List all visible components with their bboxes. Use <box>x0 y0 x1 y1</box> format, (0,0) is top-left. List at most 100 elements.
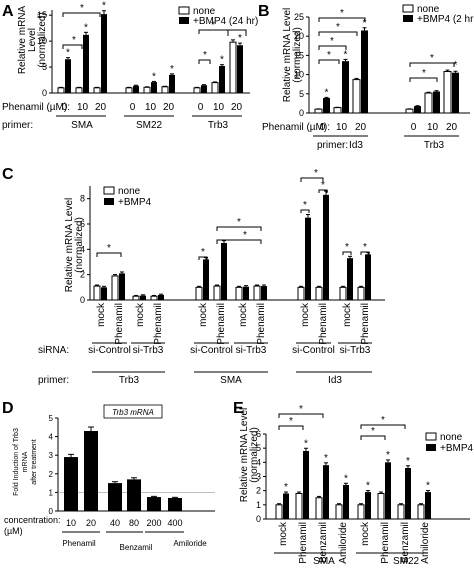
bar-none <box>211 82 219 94</box>
significance-star: * <box>330 36 334 47</box>
bar-bmp4 <box>283 493 289 519</box>
y-tick-label: 5 <box>256 443 261 453</box>
bar-bmp4 <box>323 98 330 113</box>
panel-a-group-sma: SMA <box>71 120 93 131</box>
panel-c-group-sma: SMA <box>220 375 242 386</box>
bar-none <box>357 286 365 301</box>
panel-e-ylabel-2: (normalized) <box>249 427 260 483</box>
bar <box>147 497 161 511</box>
panel-e-letter: E <box>233 400 244 417</box>
panel-a-row2-label: primer: <box>2 120 33 131</box>
panel-a-legend-none-swatch <box>178 6 190 15</box>
significance-star: * <box>345 242 349 253</box>
bar <box>127 479 141 511</box>
significance-bracket <box>318 59 340 64</box>
x-category-label: Phenamil <box>153 303 164 345</box>
bar-none <box>195 286 203 301</box>
bar-none <box>314 108 323 114</box>
x-category-label: Phenamil <box>216 303 227 345</box>
bar-bmp4 <box>303 451 309 519</box>
panel-e-group-sma: SMA <box>313 556 335 567</box>
bar-none <box>150 295 158 301</box>
significance-bracket <box>342 251 352 255</box>
significance-star: * <box>381 415 385 426</box>
sirna-label: si-Trb3 <box>133 345 164 356</box>
significance-star: * <box>299 404 303 415</box>
panel-e-legend-bmp: +BMP4 <box>440 443 474 454</box>
x-category-label: Amiloride <box>338 522 349 564</box>
significance-star: * <box>243 230 247 241</box>
x-category-label: 20 <box>86 518 96 528</box>
panel-d-plot: 0 1 2 3 4 5 10 20 40 80 200 400 <box>49 414 215 533</box>
bar-bmp4 <box>347 258 353 300</box>
significance-star: * <box>220 55 224 66</box>
panel-c-row2-label: primer: <box>38 375 69 386</box>
x-category-label: mock <box>278 521 289 546</box>
significance-star: * <box>289 416 293 427</box>
bar-bmp4 <box>140 295 146 300</box>
significance-star: * <box>406 456 410 467</box>
x-category-label: Benzamil <box>318 522 329 563</box>
significance-star: * <box>324 453 328 464</box>
panel-d-group-amiloride: Amiloride <box>173 539 207 548</box>
bar-none <box>424 92 433 114</box>
bar-none <box>352 79 361 114</box>
y-tick-label: 0 <box>256 514 261 524</box>
y-tick-label: 0 <box>80 295 85 305</box>
significance-star: * <box>284 482 288 493</box>
significance-star: * <box>238 33 242 44</box>
bar-none <box>315 497 323 520</box>
panel-c-ylabel-2: (normalized) <box>74 217 85 273</box>
bar-bmp4 <box>414 106 421 113</box>
y-tick-label: 20 <box>294 31 304 41</box>
panel-c-ylabel-1: Relative mRNA Level <box>64 198 75 292</box>
panel-a-legend-bmp-swatch <box>179 17 189 24</box>
panel-a-row1-label: Phenamil (µM): <box>2 102 70 113</box>
significance-bracket <box>278 413 324 418</box>
x-category-label: mock <box>342 302 353 327</box>
panel-a-group-sm22: SM22 <box>136 120 163 131</box>
x-category-label: mock <box>135 302 146 327</box>
x-category-label: 0 <box>411 122 417 133</box>
sirna-label: si-Control <box>292 345 335 356</box>
x-category-label: Benzamil <box>400 522 411 563</box>
significance-star: * <box>201 247 205 258</box>
y-tick-label: 2 <box>80 270 85 280</box>
significance-star: * <box>454 60 458 71</box>
significance-bracket <box>318 189 328 193</box>
significance-star: * <box>340 8 344 19</box>
significance-bracket <box>360 435 386 440</box>
panel-d-ylabel-3: after treatment <box>31 439 38 485</box>
y-tick-label: 4 <box>49 433 54 442</box>
x-category-label: 0 <box>130 102 136 113</box>
panel-b-legend-none-swatch <box>402 4 414 13</box>
panel-d-inset-label: Trb3 mRNA <box>112 408 154 417</box>
y-tick-label: 15 <box>294 50 304 60</box>
bar-bmp4 <box>405 468 411 519</box>
y-tick-label: 2 <box>49 470 54 479</box>
x-category-label: 10 <box>336 122 348 133</box>
x-category-label: 0 <box>62 102 68 113</box>
panel-e-legend-none: none <box>440 432 463 443</box>
significance-bracket <box>278 425 304 430</box>
panel-a-ylabel-3: (normalized) <box>37 12 48 68</box>
significance-star: * <box>80 3 84 14</box>
significance-star: * <box>211 20 215 31</box>
panel-b-letter: B <box>258 3 270 20</box>
bar-none <box>295 493 303 520</box>
bar-none <box>315 286 323 301</box>
x-category-label: 20 <box>355 122 367 133</box>
significance-star: * <box>237 217 241 228</box>
x-category-label: mock <box>300 302 311 327</box>
significance-star: * <box>102 1 106 12</box>
panel-c: C Relative mRNA Level (normalized) 0 2 4 6 8… <box>2 166 385 386</box>
x-category-label: 10 <box>213 102 225 113</box>
panel-a: A Relative mRNA Level (normalized) 0 5 10 1… <box>2 1 258 131</box>
bar-bmp4 <box>342 61 349 113</box>
significance-star: * <box>66 48 70 59</box>
bar-bmp4 <box>65 59 71 93</box>
panel-b-row2-label: primer: <box>317 140 348 151</box>
panel-d-group-phenamil: Phenamil <box>62 539 96 548</box>
panel-c-legend-none-swatch <box>103 186 115 195</box>
